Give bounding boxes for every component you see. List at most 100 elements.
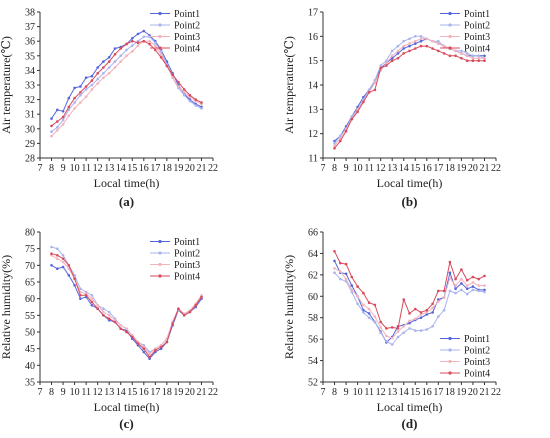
- series-point2: [333, 271, 486, 346]
- data-point: [113, 320, 117, 324]
- data-point: [333, 271, 336, 275]
- x-tick-label: 8: [332, 387, 337, 398]
- y-tick-label: 13: [308, 105, 318, 116]
- data-point: [425, 313, 429, 316]
- data-point: [119, 54, 122, 58]
- data-point: [73, 86, 76, 90]
- x-tick-label: 11: [81, 163, 91, 174]
- data-point: [200, 101, 203, 104]
- data-point: [367, 91, 371, 94]
- data-point: [50, 252, 53, 255]
- data-point: [431, 47, 434, 50]
- data-point: [442, 44, 446, 48]
- data-point: [90, 88, 94, 91]
- data-point: [171, 73, 174, 77]
- data-point: [194, 304, 197, 307]
- legend-marker: [448, 371, 452, 375]
- data-point: [194, 98, 197, 101]
- x-tick-label: 13: [387, 163, 397, 174]
- data-point: [465, 59, 469, 62]
- y-axis-title: Relative humidity(%): [0, 255, 13, 359]
- y-axis-title: Air temperature(℃): [282, 36, 296, 134]
- data-point: [107, 317, 111, 321]
- x-tick-label: 22: [491, 163, 501, 174]
- data-point: [483, 59, 486, 62]
- data-point: [448, 276, 452, 280]
- x-tick-label: 12: [93, 163, 103, 174]
- data-point: [119, 60, 122, 63]
- data-point: [119, 324, 122, 327]
- data-point: [442, 52, 446, 55]
- series-line: [334, 45, 485, 149]
- data-point: [165, 64, 169, 68]
- legend-marker: [158, 46, 162, 50]
- y-tick-label: 64: [308, 249, 318, 260]
- data-point: [385, 334, 388, 338]
- x-tick-label: 10: [70, 163, 80, 174]
- data-point: [471, 285, 475, 288]
- series-point3: [333, 267, 486, 340]
- data-point: [200, 295, 203, 299]
- x-tick-label: 21: [196, 163, 206, 174]
- data-point: [350, 275, 354, 279]
- data-point: [425, 311, 429, 314]
- x-tick-label: 14: [116, 163, 126, 174]
- data-point: [396, 335, 400, 339]
- x-tick-label: 20: [468, 387, 478, 398]
- data-point: [390, 49, 394, 53]
- x-tick-label: 19: [456, 387, 466, 398]
- data-point: [390, 59, 394, 62]
- data-point: [367, 307, 371, 311]
- y-tick-label: 54: [308, 356, 318, 367]
- data-point: [56, 247, 59, 250]
- x-tick-label: 9: [61, 387, 66, 398]
- legend-label: Point2: [464, 346, 490, 357]
- data-point: [362, 303, 365, 307]
- data-point: [448, 54, 452, 58]
- x-tick-label: 10: [353, 387, 363, 398]
- data-point: [483, 56, 486, 60]
- data-point: [90, 300, 94, 304]
- data-point: [373, 315, 377, 318]
- y-tick-label: 16: [308, 32, 318, 43]
- data-point: [356, 295, 359, 298]
- data-point: [79, 85, 82, 88]
- data-point: [390, 336, 394, 340]
- data-point: [379, 66, 383, 70]
- data-point: [402, 298, 406, 301]
- x-tick-label: 7: [321, 387, 326, 398]
- data-point: [61, 265, 65, 269]
- x-tick-label: 18: [445, 163, 455, 174]
- data-point: [90, 297, 94, 301]
- data-point: [61, 123, 65, 126]
- data-point: [61, 115, 65, 119]
- data-point: [408, 49, 411, 53]
- data-point: [67, 274, 71, 277]
- legend-label: Point4: [174, 44, 200, 55]
- data-point: [437, 42, 440, 45]
- data-point: [419, 37, 423, 41]
- data-point: [84, 76, 88, 79]
- data-point: [136, 41, 140, 44]
- legend-label: Point3: [464, 357, 490, 368]
- x-tick-label: 21: [196, 387, 206, 398]
- data-point: [119, 327, 122, 331]
- series-point4: [50, 252, 203, 359]
- data-point: [460, 282, 463, 285]
- data-point: [73, 101, 76, 104]
- data-point: [102, 66, 105, 69]
- data-point: [56, 257, 59, 261]
- data-point: [396, 44, 400, 48]
- x-tick-label: 15: [410, 163, 420, 174]
- data-point: [148, 39, 151, 43]
- x-tick-label: 11: [364, 387, 374, 398]
- data-point: [414, 35, 417, 38]
- y-tick-label: 65: [25, 278, 35, 289]
- data-point: [177, 80, 180, 84]
- data-point: [477, 277, 481, 281]
- data-point: [131, 44, 134, 47]
- x-tick-label: 20: [185, 387, 195, 398]
- data-point: [454, 287, 457, 291]
- x-tick-label: 22: [208, 387, 218, 398]
- data-point: [454, 54, 457, 58]
